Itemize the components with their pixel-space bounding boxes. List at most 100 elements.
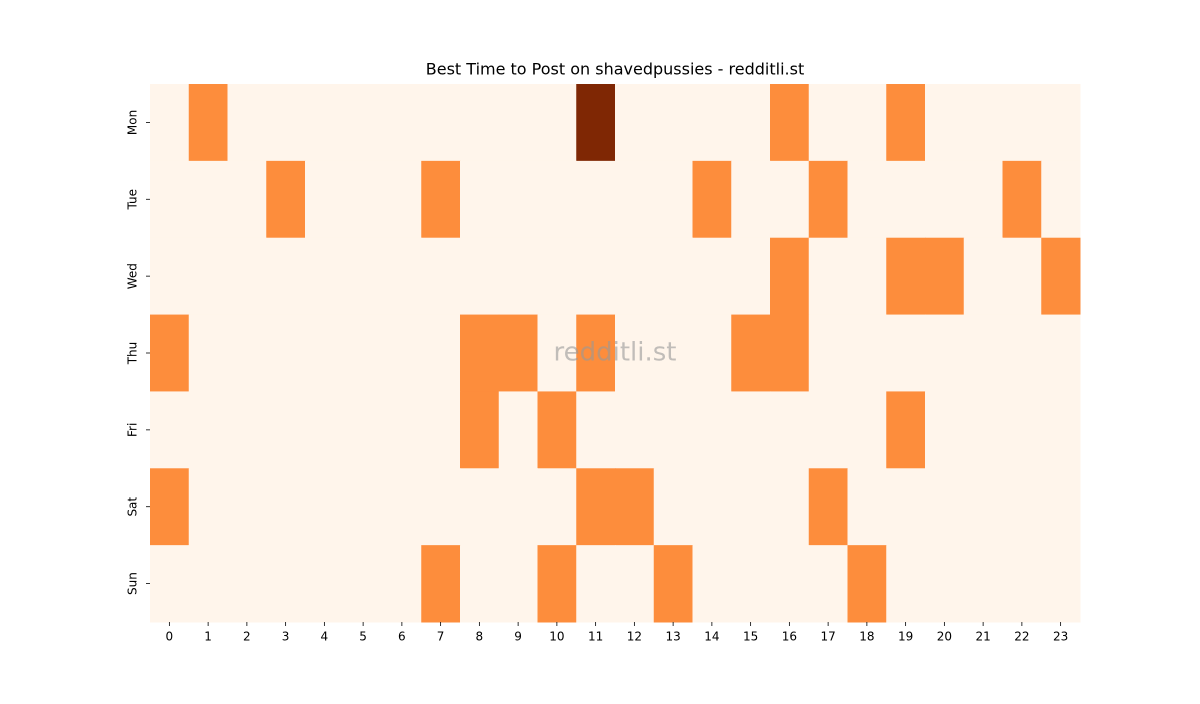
- heatmap-cell: [227, 468, 267, 546]
- x-tick-label: 12: [627, 630, 642, 644]
- heatmap-cell: [460, 237, 500, 316]
- heatmap-cell: [343, 84, 383, 162]
- heatmap-cell: [615, 545, 655, 623]
- heatmap-cell: [1002, 314, 1042, 392]
- heatmap-cell: [1002, 237, 1042, 316]
- heatmap-cell: [537, 468, 577, 546]
- heatmap-cell: [731, 84, 771, 162]
- heatmap-cell: [886, 545, 926, 623]
- heatmap-cell: [188, 160, 228, 239]
- heatmap-cell: [498, 468, 538, 546]
- heatmap-cell: [847, 545, 887, 623]
- heatmap-cell: [576, 237, 616, 316]
- heatmap-cell: [653, 468, 693, 546]
- heatmap-cell: [305, 545, 345, 623]
- heatmap-cell: [576, 468, 616, 546]
- heatmap-cell: [421, 160, 461, 239]
- heatmap-cell: [653, 391, 693, 469]
- x-tick-label: 17: [820, 630, 835, 644]
- heatmap-cell: [653, 545, 693, 623]
- x-tick-label: 19: [898, 630, 913, 644]
- heatmap-cell: [537, 391, 577, 469]
- heatmap-cell: [460, 468, 500, 546]
- x-tick-label: 20: [937, 630, 952, 644]
- heatmap-cell: [305, 237, 345, 316]
- heatmap-cell: [382, 391, 422, 469]
- heatmap-cell: [305, 391, 345, 469]
- heatmap-cell: [343, 314, 383, 392]
- x-tick-label: 18: [859, 630, 874, 644]
- heatmap-cell: [227, 391, 267, 469]
- heatmap-cell: [653, 84, 693, 162]
- heatmap-cell: [498, 314, 538, 392]
- heatmap-cell: [343, 468, 383, 546]
- x-tick-label: 15: [743, 630, 758, 644]
- heatmap-cell: [266, 160, 306, 239]
- heatmap-cell: [305, 160, 345, 239]
- heatmap-cell: [537, 84, 577, 162]
- heatmap-cell: [343, 545, 383, 623]
- heatmap-cell: [847, 84, 887, 162]
- heatmap-cell: [382, 545, 422, 623]
- x-tick-label: 6: [398, 630, 406, 644]
- heatmap-cell: [925, 391, 965, 469]
- heatmap-cell: [731, 545, 771, 623]
- heatmap-cell: [576, 314, 616, 392]
- heatmap-cell: [460, 545, 500, 623]
- x-tick-label: 13: [665, 630, 680, 644]
- heatmap-cell: [731, 160, 771, 239]
- heatmap-cell: [188, 314, 228, 392]
- heatmap-cell: [886, 84, 926, 162]
- heatmap-cell: [963, 84, 1003, 162]
- heatmap-cell: [150, 84, 190, 162]
- heatmap-cell: [266, 468, 306, 546]
- heatmap-cell: [615, 160, 655, 239]
- heatmap-cell: [188, 545, 228, 623]
- heatmap-cell: [963, 468, 1003, 546]
- heatmap-cell: [963, 545, 1003, 623]
- heatmap-cell: [421, 314, 461, 392]
- heatmap-cell: [731, 468, 771, 546]
- heatmap-cell: [692, 468, 732, 546]
- heatmap-cell: [886, 160, 926, 239]
- heatmap-cell: [305, 468, 345, 546]
- heatmap-cell: [886, 314, 926, 392]
- heatmap-cell: [1002, 468, 1042, 546]
- heatmap-cell: [266, 314, 306, 392]
- heatmap-cell: [382, 84, 422, 162]
- heatmap-cell: [886, 237, 926, 316]
- x-tick-label: 0: [166, 630, 174, 644]
- heatmap-cell: [692, 237, 732, 316]
- heatmap-cell: [498, 160, 538, 239]
- heatmap-cell: [770, 468, 810, 546]
- heatmap-cell: [266, 391, 306, 469]
- heatmap-cell: [537, 314, 577, 392]
- x-tick-label: 16: [782, 630, 797, 644]
- heatmap-cell: [731, 314, 771, 392]
- heatmap-cell: [460, 160, 500, 239]
- heatmap-cell: [382, 160, 422, 239]
- heatmap-cell: [770, 237, 810, 316]
- heatmap-cell: [692, 84, 732, 162]
- heatmap-cell: [847, 468, 887, 546]
- heatmap-cell: [1002, 84, 1042, 162]
- x-tick-label: 23: [1053, 630, 1068, 644]
- x-tick-label: 9: [514, 630, 522, 644]
- heatmap-cell: [1002, 545, 1042, 623]
- heatmap-cell: [615, 84, 655, 162]
- heatmap-cell: [886, 391, 926, 469]
- heatmap-cell: [421, 545, 461, 623]
- heatmap-cell: [498, 391, 538, 469]
- heatmap-cell: [150, 314, 190, 392]
- heatmap-cell: [925, 237, 965, 316]
- heatmap-cell: [227, 237, 267, 316]
- heatmap-cell: [692, 314, 732, 392]
- heatmap-cell: [770, 160, 810, 239]
- y-tick-label: Thu: [126, 342, 140, 366]
- heatmap-cell: [925, 468, 965, 546]
- heatmap-cell: [886, 468, 926, 546]
- heatmap-cell: [498, 84, 538, 162]
- heatmap-cell: [615, 314, 655, 392]
- y-tick-label: Wed: [126, 263, 140, 289]
- watermark: redditli.st: [554, 338, 677, 368]
